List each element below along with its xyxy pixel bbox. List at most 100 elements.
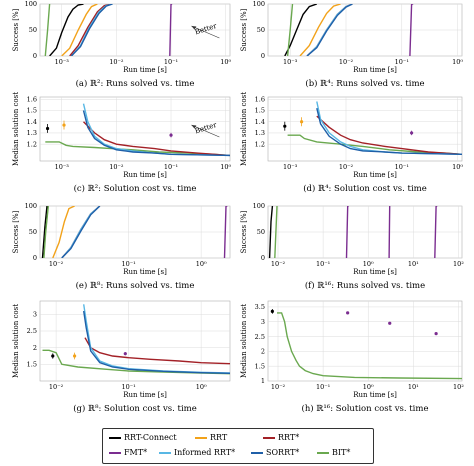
legend-label: RRT [210, 433, 228, 442]
legend: RRT-Connect RRT RRT* FMT* Informed RRT* … [102, 428, 374, 464]
series-line [306, 4, 353, 56]
panel-caption: (d) ℝ⁴: Solution cost vs. time [303, 183, 427, 194]
y-tick-label: 3.5 [255, 303, 265, 311]
y-tick-label: 1.4 [255, 118, 265, 126]
y-tick-label: 1.6 [27, 95, 37, 103]
data-point [299, 120, 304, 124]
series-line [61, 4, 98, 56]
series-line [284, 4, 318, 56]
panel-caption: (h) ℝ¹⁶: Solution cost vs. time [302, 403, 429, 414]
legend-swatch [109, 437, 121, 439]
y-tick-label: 2.5 [255, 333, 265, 341]
annotation-arrow [191, 25, 220, 39]
annotation-arrow-head [191, 125, 197, 129]
legend-swatch [109, 452, 121, 454]
x-tick-label: 10⁻² [49, 383, 64, 391]
data-point [283, 124, 287, 128]
series-line [61, 206, 101, 258]
series-group [283, 101, 462, 155]
series-line [274, 206, 278, 258]
x-tick-label: 10⁰ [196, 383, 207, 391]
legend-label: BIT* [332, 448, 351, 457]
x-axis-label: Run time [s] [353, 171, 397, 179]
legend-label: RRT* [278, 433, 300, 442]
legend-swatch [263, 437, 275, 439]
chart-panel-e: 10⁻² 10⁻¹ 10⁰ 0 50 100 Run time [s] Success [%]… [12, 202, 231, 291]
y-tick-label: 1.5 [27, 361, 37, 369]
series-line [70, 4, 113, 56]
x-axis-label: Run time [s] [123, 391, 167, 399]
x-tick-label: 10⁻² [109, 163, 124, 171]
y-tick-label: 2 [33, 344, 37, 352]
y-tick-label: 0 [261, 52, 265, 60]
y-tick-label: 1.2 [255, 140, 265, 148]
y-tick-label: 3 [261, 318, 265, 326]
y-tick-label: 1.4 [27, 118, 37, 126]
y-tick-label: 50 [29, 26, 37, 34]
chart-panel-h: 10⁻² 10⁻¹ 10⁰ 10¹ 10² 1 1.5 2 2.5 3 3.5 Run time [s… [240, 300, 464, 414]
y-axis-label: Median solution cost [12, 92, 20, 166]
series-line [49, 4, 84, 56]
panel-caption: (f) ℝ¹⁶: Runs solved vs. time [305, 280, 425, 291]
y-tick-label: 1.3 [27, 129, 37, 137]
x-tick-label: 10⁻³ [283, 163, 298, 171]
x-tick-label: 10⁻¹ [121, 260, 136, 268]
y-axis-label: Median solution cost [240, 92, 248, 166]
legend-label: FMT* [124, 448, 148, 457]
series-line [169, 4, 173, 56]
series-line [69, 4, 112, 56]
y-axis-label: Success [%] [12, 210, 20, 253]
y-tick-label: 1.5 [27, 107, 37, 115]
chart-panel-a: 10⁻³ 10⁻² 10⁻¹ 10⁰ 0 50 100 Run time [s] Success… [12, 0, 231, 89]
x-tick-label: 10⁰ [196, 260, 207, 268]
y-tick-label: 1.5 [255, 362, 265, 370]
x-tick-label: 10⁻¹ [121, 383, 136, 391]
y-axis-label: Success [%] [240, 8, 248, 51]
series-line [44, 4, 51, 56]
series-line [41, 206, 48, 258]
chart-panel-b: 10⁻³ 10⁻² 10⁻¹ 10⁰ 0 50 100 Run time [s] Success… [240, 0, 463, 89]
x-tick-label: 10⁻¹ [164, 163, 179, 171]
x-tick-label: 10⁻¹ [395, 58, 410, 66]
series-group [45, 103, 230, 157]
x-tick-label: 10⁻² [339, 58, 354, 66]
plot-area [267, 300, 463, 382]
series-line [84, 337, 230, 365]
x-tick-label: 10⁰ [220, 58, 231, 66]
y-tick-label: 2.5 [27, 327, 37, 335]
x-tick-label: 10² [453, 383, 464, 391]
y-tick-label: 50 [257, 228, 265, 236]
x-tick-label: 10⁻¹ [164, 58, 179, 66]
series-line [286, 4, 294, 56]
series-line [223, 206, 228, 258]
chart-panel-f: 10⁻² 10⁻¹ 10⁰ 10¹ 10² 0 50 100 Run time [s] Succe… [240, 202, 464, 291]
y-tick-label: 100 [25, 202, 37, 210]
y-tick-label: 0 [33, 52, 37, 60]
series-group [284, 4, 414, 56]
y-axis-label: Median solution cost [240, 304, 248, 378]
annotation-arrow-head [191, 26, 197, 30]
series-line [316, 115, 462, 155]
data-point [410, 131, 414, 135]
series-line [43, 206, 49, 258]
y-tick-label: 1.5 [255, 107, 265, 115]
x-tick-label: 10⁻³ [55, 163, 70, 171]
legend-item-bit-star: BIT* [317, 448, 350, 458]
series-line [83, 310, 230, 374]
series-group [268, 206, 438, 258]
y-tick-label: 2 [261, 348, 265, 356]
data-point [73, 354, 77, 358]
legend-swatch [251, 452, 263, 454]
series-line [83, 121, 230, 157]
x-tick-label: 10⁰ [363, 260, 374, 268]
x-tick-label: 10⁰ [452, 163, 463, 171]
panel-caption: (b) ℝ⁴: Runs solved vs. time [305, 78, 424, 89]
legend-item-informed-rrt-star: Informed RRT* [159, 448, 235, 458]
data-point [169, 133, 173, 137]
legend-swatch [317, 452, 329, 454]
legend-item-rrt: RRT [195, 433, 227, 443]
legend-label: RRT-Connect [124, 433, 177, 442]
legend-item-sorrt-star: SORRT* [251, 448, 299, 458]
legend-label: Informed RRT* [174, 448, 236, 457]
